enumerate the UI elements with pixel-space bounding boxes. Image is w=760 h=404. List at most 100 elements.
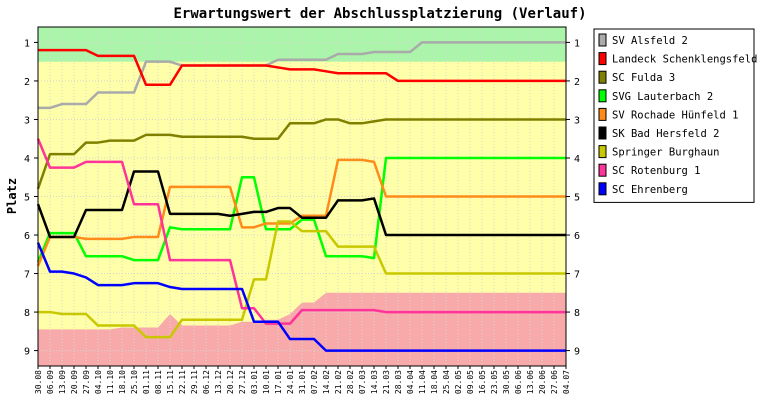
x-tick-label: 13.06 [526, 370, 535, 394]
legend-swatch [598, 52, 607, 66]
series-line-sc-rotenburg-1 [36, 138, 566, 325]
x-axis: 30.08 06.09 13.09 20.09 27.09 04.10 11.10 18.10… [34, 366, 571, 394]
x-tick-label: 11.10 [106, 370, 115, 394]
x-tick-label: 11.04 [418, 370, 427, 394]
legend-swatch [598, 182, 607, 196]
x-tick-label: 14.02 [322, 370, 331, 394]
series-line-sk-bad-hersfeld-2 [36, 170, 566, 239]
x-tick-label: 02.05 [454, 370, 463, 394]
x-tick-label: 14.03 [370, 370, 379, 394]
y-tick-label: 6 [24, 231, 30, 242]
x-tick-label: 25.10 [130, 370, 139, 394]
x-tick-label: 01.11 [142, 370, 151, 394]
legend-swatch [598, 33, 607, 47]
legend-swatch [598, 126, 607, 140]
y-tick-label: 3 [24, 115, 30, 126]
x-tick-label: 10.01 [262, 370, 271, 394]
y-axis-left: 1 2 3 4 5 6 7 8 9 [24, 38, 38, 358]
legend-label: Landeck Schenklengsfeld [612, 54, 757, 66]
y-tick-label: 1 [574, 38, 580, 49]
x-tick-label: 04.04 [406, 370, 415, 394]
x-tick-label: 27.06 [550, 370, 559, 394]
legend-swatch [598, 70, 607, 84]
y-tick-label: 7 [574, 270, 580, 281]
x-tick-label: 30.08 [34, 370, 43, 394]
series-line-landeck-schenklengsfeld [38, 48, 566, 87]
series-line-svg-lauterbach-2 [36, 156, 566, 263]
legend-label: SC Fulda 3 [612, 72, 675, 84]
y-tick-label: 5 [24, 193, 30, 204]
legend-swatch [598, 163, 607, 177]
x-tick-label: 23.05 [490, 370, 499, 394]
y-tick-label: 1 [24, 38, 30, 49]
x-tick-label: 07.03 [358, 370, 367, 394]
y-tick-label: 6 [574, 231, 580, 242]
x-tick-label: 08.11 [154, 370, 163, 394]
x-tick-label: 28.03 [394, 370, 403, 394]
x-tick-label: 16.05 [478, 370, 487, 394]
legend-label: SVG Lauterbach 2 [612, 91, 713, 103]
y-tick-label: 7 [24, 270, 30, 281]
x-tick-label: 29.11 [190, 370, 199, 394]
x-tick-label: 27.12 [238, 370, 247, 394]
x-tick-label: 03.01 [250, 370, 259, 394]
x-tick-label: 30.05 [502, 370, 511, 394]
x-tick-label: 18.04 [430, 370, 439, 394]
x-tick-label: 13.12 [214, 370, 223, 394]
legend-swatch [598, 89, 607, 103]
x-tick-label: 22.11 [178, 370, 187, 394]
x-tick-label: 21.03 [382, 370, 391, 394]
y-axis-label: Platz [5, 178, 19, 214]
x-tick-label: 06.12 [202, 370, 211, 394]
series-line-sv-rochade-h-nfeld-1 [36, 158, 566, 267]
x-tick-label: 07.02 [310, 370, 319, 394]
x-tick-label: 13.09 [58, 370, 67, 394]
x-tick-label: 15.11 [166, 370, 175, 394]
legend-swatch [598, 145, 607, 159]
x-tick-label: 18.10 [118, 370, 127, 394]
x-tick-label: 20.09 [70, 370, 79, 394]
x-tick-label: 06.06 [514, 370, 523, 394]
x-tick-label: 31.01 [298, 370, 307, 394]
y-axis-right: 1 2 3 4 5 6 7 8 9 [566, 38, 580, 358]
y-tick-label: 4 [574, 154, 580, 165]
x-tick-label: 24.01 [286, 370, 295, 394]
y-tick-label: 9 [574, 347, 580, 358]
x-tick-label: 27.09 [82, 370, 91, 394]
x-tick-label: 09.05 [466, 370, 475, 394]
y-tick-label: 8 [24, 308, 30, 319]
y-tick-label: 8 [574, 308, 580, 319]
gridlines [37, 27, 567, 366]
series-line-sv-alsfeld-2 [38, 41, 566, 110]
x-tick-label: 04.07 [562, 370, 571, 394]
y-tick-label: 2 [24, 77, 30, 88]
y-tick-label: 5 [574, 193, 580, 204]
legend-label: Springer Burghaun [612, 147, 719, 159]
legend-label: SV Alsfeld 2 [612, 35, 688, 47]
legend-label: SC Rotenburg 1 [612, 165, 701, 177]
series-line-sc-ehrenberg [36, 242, 566, 352]
x-tick-label: 20.06 [538, 370, 547, 394]
x-tick-label: 17.01 [274, 370, 283, 394]
series-line-sc-fulda-3 [36, 118, 566, 190]
x-tick-label: 25.04 [442, 370, 451, 394]
legend-box [593, 28, 755, 203]
y-tick-label: 3 [574, 115, 580, 126]
legend-label: SV Rochade Hünfeld 1 [612, 109, 738, 121]
y-tick-label: 2 [574, 77, 580, 88]
legend-label: SC Ehrenberg [612, 184, 688, 196]
x-tick-label: 20.12 [226, 370, 235, 394]
x-tick-label: 06.09 [46, 370, 55, 394]
series-line-springer-burghaun [38, 220, 566, 339]
y-tick-label: 9 [24, 347, 30, 358]
legend: SV Alsfeld 2 Landeck Schenklengsfeld SC Fu… [593, 28, 757, 203]
x-tick-label: 21.02 [334, 370, 343, 394]
chart-title: Erwartungswert der Abschlussplatzierung … [173, 6, 586, 22]
x-tick-label: 28.02 [346, 370, 355, 394]
legend-label: SK Bad Hersfeld 2 [612, 128, 719, 140]
series-lines [36, 41, 566, 352]
x-tick-label: 04.10 [94, 370, 103, 394]
legend-swatch [598, 107, 607, 121]
